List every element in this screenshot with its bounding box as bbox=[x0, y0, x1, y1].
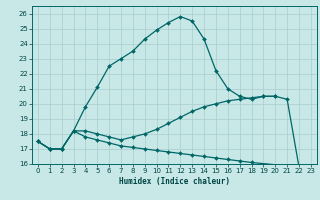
X-axis label: Humidex (Indice chaleur): Humidex (Indice chaleur) bbox=[119, 177, 230, 186]
